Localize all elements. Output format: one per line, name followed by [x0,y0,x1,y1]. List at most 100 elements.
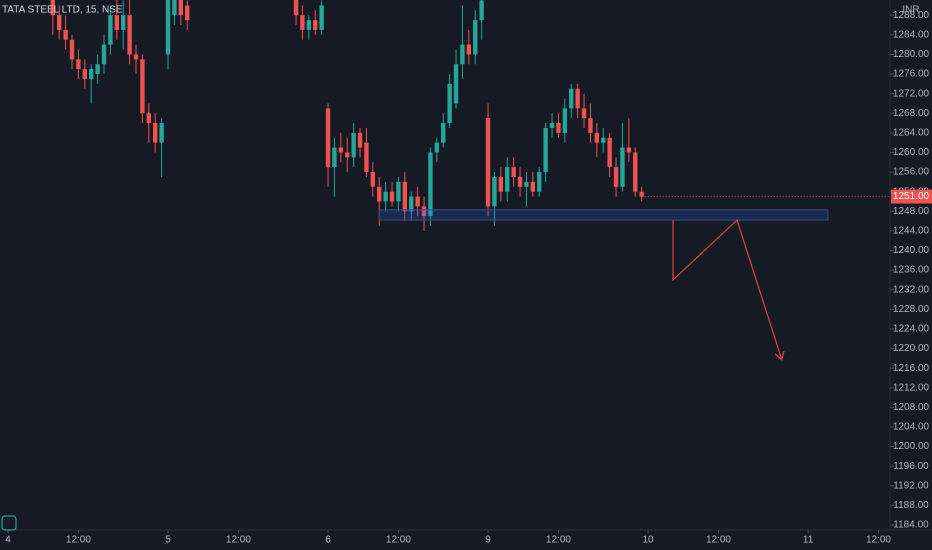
candle-body [428,152,433,217]
y-tick-label: 1196.00 [893,461,929,472]
candle-body [89,69,94,79]
projection-line [672,219,783,360]
y-tick-label: 1220.00 [893,343,930,354]
x-tick-label: 12:00 [386,535,411,546]
y-tick-label: 1276.00 [893,69,930,80]
x-tick-label: 6 [325,535,331,546]
candle-body [517,176,523,187]
candle-body [613,167,619,187]
candle-body [101,44,107,65]
logo[interactable] [1,515,17,531]
y-tick-label: 1232.00 [893,284,930,295]
candle-body [345,152,350,158]
candle-body [569,88,574,109]
candle-body [319,5,324,30]
y-tick-label: 1256.00 [893,167,930,178]
candle-body [594,132,600,143]
candle-body [466,44,472,55]
candle-body [556,123,561,133]
candle-body [370,172,376,187]
candle-body [543,127,548,173]
candle-body [575,88,580,109]
logo-frame[interactable] [1,515,17,531]
currency-label: INR [902,5,919,16]
candle-body [313,20,318,30]
candle-body [76,59,81,70]
x-tick-label: 5 [165,535,171,546]
candle-body [633,152,638,192]
candle-body [389,191,395,202]
last-price-label: 1251.00 [893,191,930,202]
price-axis [890,0,932,550]
candle-body [626,147,632,153]
candle-body [601,137,606,143]
candle-body [524,181,529,187]
x-tick-label: 12:00 [226,535,251,546]
candle-body [159,123,164,143]
candle-body [133,54,139,60]
candle-body [121,15,126,30]
candle-body [383,191,388,202]
x-tick-label: 12:00 [546,535,571,546]
y-tick-label: 1228.00 [893,304,930,315]
candle-body [434,142,440,153]
candle-body [364,142,369,173]
candle-body [639,191,644,197]
candle-body [505,167,510,192]
candle-body [549,123,555,128]
candle-body [178,0,184,16]
y-tick-label: 1212.00 [893,382,930,393]
candle-body [409,196,414,212]
candle-body [530,181,536,192]
candle-body [498,176,504,192]
candle-body [421,206,427,217]
candle-body [447,83,452,124]
y-tick-label: 1280.00 [893,49,930,60]
y-tick-label: 1200.00 [893,441,930,452]
candle-body [57,15,62,30]
y-tick-label: 1188.00 [893,500,929,511]
projection-arrowhead [774,350,785,361]
y-tick-label: 1192.00 [893,480,929,491]
candle-body [69,39,75,60]
y-tick-label: 1244.00 [893,226,930,237]
x-tick-label: 11 [803,535,814,546]
candle-body [127,15,132,55]
candle-body [50,0,56,16]
candle-body [402,181,408,212]
candle-body [146,113,152,124]
x-tick-label: 4 [5,535,11,546]
candle-body [293,0,299,16]
last-price-tag [891,189,932,204]
y-tick-label: 1248.00 [893,206,930,217]
x-tick-label: 12:00 [866,535,891,546]
y-tick-label: 1204.00 [893,422,930,433]
candle-body [172,0,177,16]
y-tick-label: 1184.00 [893,520,929,531]
candle-body [460,44,465,65]
candle-body [581,108,587,119]
candle-body [453,64,459,104]
x-tick-label: 9 [485,535,491,546]
candle-body [82,69,88,79]
y-tick-label: 1216.00 [893,363,930,374]
candle-body [396,181,401,202]
candle-body [620,147,625,187]
candle-body [114,15,120,30]
candle-body [492,176,497,207]
candle-body [95,64,100,75]
x-tick-label: 12:00 [66,535,91,546]
candle-body [377,186,382,202]
y-tick-label: 1236.00 [893,265,930,276]
candle-body [479,0,484,21]
x-tick-label: 12:00 [706,535,731,546]
y-tick-label: 1264.00 [893,127,930,138]
candle-body [485,118,491,207]
candle-body [153,123,158,143]
candle-body [165,0,171,55]
candle-body [108,15,113,45]
candle-body [63,29,68,40]
candle-body [607,137,612,168]
